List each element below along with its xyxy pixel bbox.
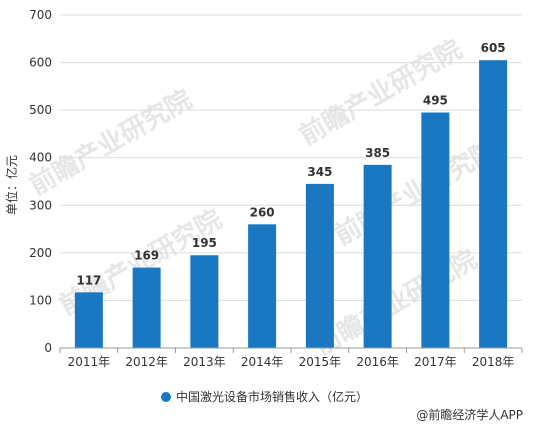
y-tick-label: 700 xyxy=(29,8,52,22)
bar xyxy=(190,255,219,348)
bar xyxy=(421,112,450,349)
legend: 中国激光设备市场销售收入（亿元） xyxy=(161,389,368,404)
y-tick-label: 600 xyxy=(29,56,52,70)
watermark-text: 前瞻产业研究院 xyxy=(309,244,482,362)
legend-label: 中国激光设备市场销售收入（亿元） xyxy=(176,389,368,404)
data-labels: 117 169 195 260 345 385 495 605 xyxy=(76,41,505,287)
data-label: 495 xyxy=(423,94,448,108)
bar xyxy=(74,292,103,348)
data-label: 345 xyxy=(307,165,332,179)
gridlines xyxy=(60,14,522,301)
legend-marker xyxy=(161,392,171,402)
x-tick-label: 2013年 xyxy=(183,355,226,369)
data-label: 260 xyxy=(250,205,275,219)
y-tick-label: 500 xyxy=(29,103,52,117)
y-tick-label: 400 xyxy=(29,151,52,165)
x-tick-label: 2014年 xyxy=(241,355,284,369)
data-label: 195 xyxy=(192,236,217,250)
y-tick-label: 0 xyxy=(44,341,52,355)
y-tick-label: 100 xyxy=(29,293,52,307)
data-label: 169 xyxy=(134,249,159,263)
bar xyxy=(248,224,277,348)
x-tick-label: 2012年 xyxy=(125,355,168,369)
watermark-text: 前瞻产业研究院 xyxy=(329,134,502,252)
bars xyxy=(74,60,508,349)
source-credit: @前瞻经济学人APP xyxy=(416,408,523,422)
bar xyxy=(132,267,161,348)
y-tick-label: 200 xyxy=(29,246,52,260)
data-label: 605 xyxy=(481,41,506,55)
x-axis-ticks: 2011年 2012年 2013年 2014年 2015年 2016年 2017年 2018年 xyxy=(59,348,523,369)
x-tick-label: 2011年 xyxy=(68,355,111,369)
x-tick-label: 2015年 xyxy=(299,355,342,369)
data-label: 117 xyxy=(76,273,101,287)
x-tick-label: 2018年 xyxy=(472,355,515,369)
x-tick-label: 2016年 xyxy=(356,355,399,369)
y-axis-label: 单位：亿元 xyxy=(4,155,19,215)
data-label: 385 xyxy=(365,146,390,160)
y-axis-ticks: 0 100 200 300 400 500 600 700 xyxy=(29,8,52,355)
bar xyxy=(363,164,392,348)
bar xyxy=(305,183,334,348)
watermark-text: 前瞻产业研究院 xyxy=(24,84,197,202)
y-tick-label: 300 xyxy=(29,198,52,212)
x-tick-label: 2017年 xyxy=(414,355,457,369)
bar xyxy=(479,60,508,348)
